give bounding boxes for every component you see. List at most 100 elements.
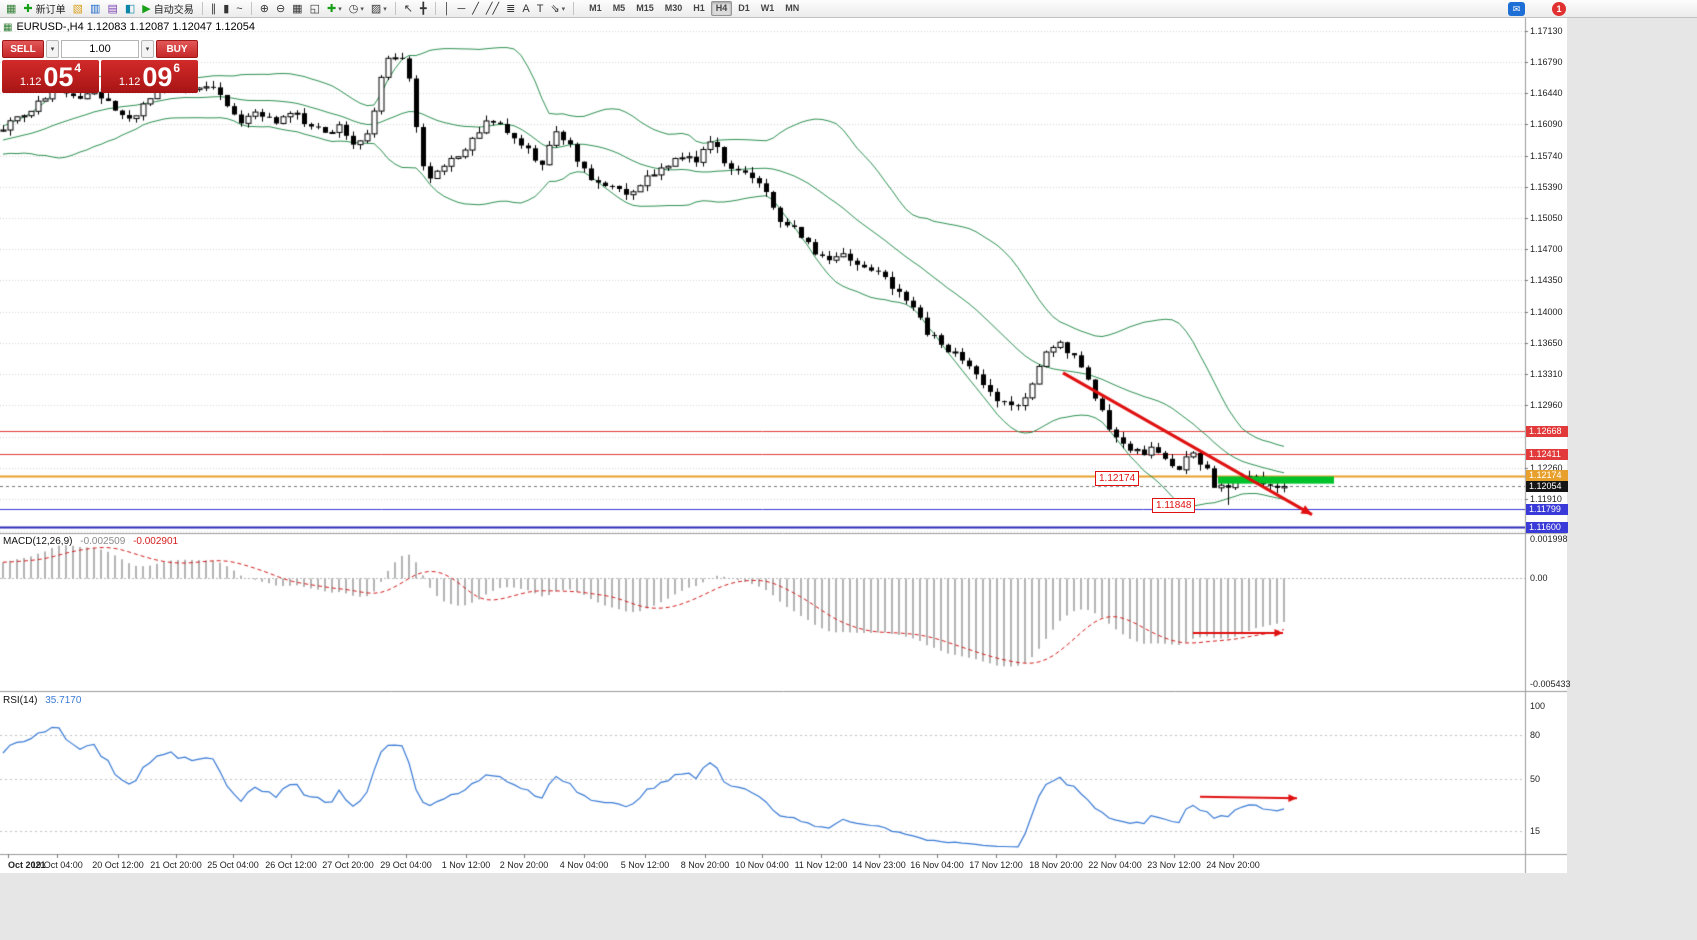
community-icon[interactable]: ✉	[1508, 1, 1525, 16]
caret-down-icon: ▾	[383, 5, 387, 13]
autotrading-button[interactable]: ▶ 自动交易	[139, 1, 196, 17]
cursor-icon: ↖	[403, 2, 413, 15]
timeframe-m1[interactable]: M1	[589, 3, 602, 13]
notification-badge[interactable]: 1	[1552, 1, 1566, 16]
price-annotation[interactable]: 1.11848	[1152, 498, 1196, 513]
chart-title-row: ▦ EURUSD-,H4 1.12083 1.12087 1.12047 1.1…	[3, 21, 255, 33]
sell-button[interactable]: SELL	[2, 40, 44, 58]
data-window-icon: ▤	[107, 2, 118, 15]
zoom-out-icon: ⊖	[275, 2, 286, 15]
new-order-button-label: 新订单	[35, 5, 66, 16]
timeframe-m15[interactable]: M15	[636, 3, 654, 13]
trendline-icon[interactable]: ╱	[469, 1, 482, 17]
timeframe-h1[interactable]: H1	[693, 3, 705, 13]
cursor-icon[interactable]: ↖	[401, 1, 416, 17]
arrows-icon[interactable]: ⇘ ▾	[547, 1, 568, 17]
candlestick-chart-icon[interactable]: ▮	[220, 1, 232, 17]
timeframe-m5[interactable]: M5	[612, 3, 626, 13]
time-axis-label: 19 Oct 04:00	[31, 860, 83, 870]
market-watch-icon[interactable]: ▥	[87, 1, 103, 17]
text-label-icon[interactable]: T	[534, 1, 547, 17]
sell-options-dropdown[interactable]: ▾	[46, 40, 59, 58]
one-click-trading-panel: SELL ▾ 1.00 ▾ BUY 1.12 05 4 1.12 09 6	[2, 40, 198, 93]
ask-big-digits: 09	[142, 62, 173, 92]
price-level-badge: 1.11799	[1526, 503, 1568, 515]
timeframe-d1[interactable]: D1	[738, 3, 750, 13]
grid-icon[interactable]: ▦	[289, 1, 305, 17]
crosshair-icon[interactable]: ╋	[417, 1, 430, 17]
volume-dropdown[interactable]: ▾	[141, 40, 154, 58]
rsi-value: 35.7170	[45, 695, 82, 706]
toolbar-separator	[573, 2, 575, 15]
time-axis-label: 21 Oct 20:00	[150, 860, 202, 870]
profiles-icon: ▧	[72, 2, 84, 15]
templates-icon[interactable]: ▨ ▾	[368, 1, 390, 17]
price-grid-label: 1.16440	[1530, 87, 1563, 98]
price-grid-label: 1.14700	[1530, 244, 1563, 255]
timeframe-m30[interactable]: M30	[664, 3, 683, 13]
macd-indicator-label: MACD(12,26,9) -0.002509 -0.002901	[3, 536, 178, 547]
time-axis-label: 8 Nov 20:00	[680, 860, 730, 870]
line-chart-icon: ~	[236, 2, 243, 15]
time-axis-label: 22 Nov 04:00	[1088, 860, 1142, 870]
equidistant-channel-icon: ╱╱	[485, 2, 500, 15]
new-chart-icon[interactable]: ▦	[3, 1, 19, 17]
equidistant-channel-icon[interactable]: ╱╱	[483, 1, 502, 17]
bar-chart-icon[interactable]: ∥	[208, 1, 220, 17]
candlestick-chart-icon: ▮	[223, 2, 230, 15]
indicators-icon: ✚	[326, 2, 337, 15]
volume-input[interactable]: 1.00	[61, 40, 139, 58]
price-grid-label: 1.14000	[1530, 306, 1563, 317]
toolbar-separator	[394, 2, 396, 15]
time-axis-label: 4 Nov 04:00	[559, 860, 609, 870]
time-axis-label: 1 Nov 12:00	[441, 860, 491, 870]
toolbar: ▦ ✚ 新订单 ▧ ▥ ▤ ◧ ▶ 自动交易 ∥ ▮ ~ ⊕ ⊖ ▦ ◱ ✚ ▾ ◷ ▾ ▨ ▾ ↖ ╋ │ ─ ╱ ╱╱ ≣ A T ⇘ ▾ …	[0, 0, 1697, 18]
toolbar-separator	[250, 2, 252, 15]
arrows-icon: ⇘	[550, 2, 560, 15]
tile-windows-icon: ◱	[309, 2, 320, 15]
periods-icon[interactable]: ◷ ▾	[346, 1, 367, 17]
time-axis-label: 27 Oct 20:00	[322, 860, 374, 870]
price-level-badge: 1.12668	[1526, 425, 1568, 437]
price-annotation[interactable]: 1.12174	[1095, 471, 1140, 486]
profiles-icon[interactable]: ▧	[70, 1, 86, 17]
chart-window: ▦ EURUSD-,H4 1.12083 1.12087 1.12047 1.1…	[0, 18, 1571, 873]
zoom-out-icon[interactable]: ⊖	[273, 1, 288, 17]
autotrading-button-label: 自动交易	[153, 5, 194, 16]
vertical-line-icon[interactable]: │	[441, 1, 454, 17]
chart-canvas[interactable]	[0, 18, 1567, 873]
tile-windows-icon[interactable]: ◱	[307, 1, 323, 17]
market-watch-icon: ▥	[90, 2, 101, 15]
price-level-badge: 1.11600	[1526, 521, 1568, 533]
time-axis-label: 2 Nov 20:00	[499, 860, 549, 870]
trade-panel-prices: 1.12 05 4 1.12 09 6	[2, 60, 198, 93]
rsi-scale-label: 15	[1530, 825, 1541, 836]
new-order-button[interactable]: ✚ 新订单	[20, 1, 68, 17]
time-axis-label: 16 Nov 04:00	[910, 860, 964, 870]
fibonacci-icon[interactable]: ≣	[503, 1, 518, 17]
macd-scale-label: 0.00	[1530, 573, 1548, 584]
price-grid-label: 1.12260	[1530, 462, 1563, 473]
timeframe-h4[interactable]: H4	[710, 1, 733, 16]
timeframe-w1[interactable]: W1	[760, 3, 775, 13]
price-level-badge: 1.12411	[1526, 448, 1568, 460]
bid-pipette: 4	[74, 61, 82, 75]
data-window-icon[interactable]: ▤	[104, 1, 120, 17]
toolbar-separator	[201, 2, 203, 15]
timeframe-mn[interactable]: MN	[785, 3, 800, 13]
buy-price-display[interactable]: 1.12 09 6	[101, 60, 198, 93]
indicators-icon[interactable]: ✚ ▾	[324, 1, 345, 17]
horizontal-line-icon[interactable]: ─	[454, 1, 468, 17]
line-chart-icon[interactable]: ~	[233, 1, 245, 17]
ask-prefix: 1.12	[118, 76, 141, 88]
horizontal-line-icon: ─	[457, 2, 466, 15]
macd-value: -0.002509	[80, 536, 126, 547]
zoom-in-icon[interactable]: ⊕	[257, 1, 272, 17]
sell-price-display[interactable]: 1.12 05 4	[2, 60, 99, 93]
autotrading-icon: ▶	[142, 2, 151, 15]
bid-prefix: 1.12	[19, 76, 42, 88]
text-icon[interactable]: A	[519, 1, 532, 17]
navigator-icon[interactable]: ◧	[122, 1, 138, 17]
buy-button[interactable]: BUY	[156, 40, 198, 58]
price-grid-label: 1.15740	[1530, 150, 1563, 161]
